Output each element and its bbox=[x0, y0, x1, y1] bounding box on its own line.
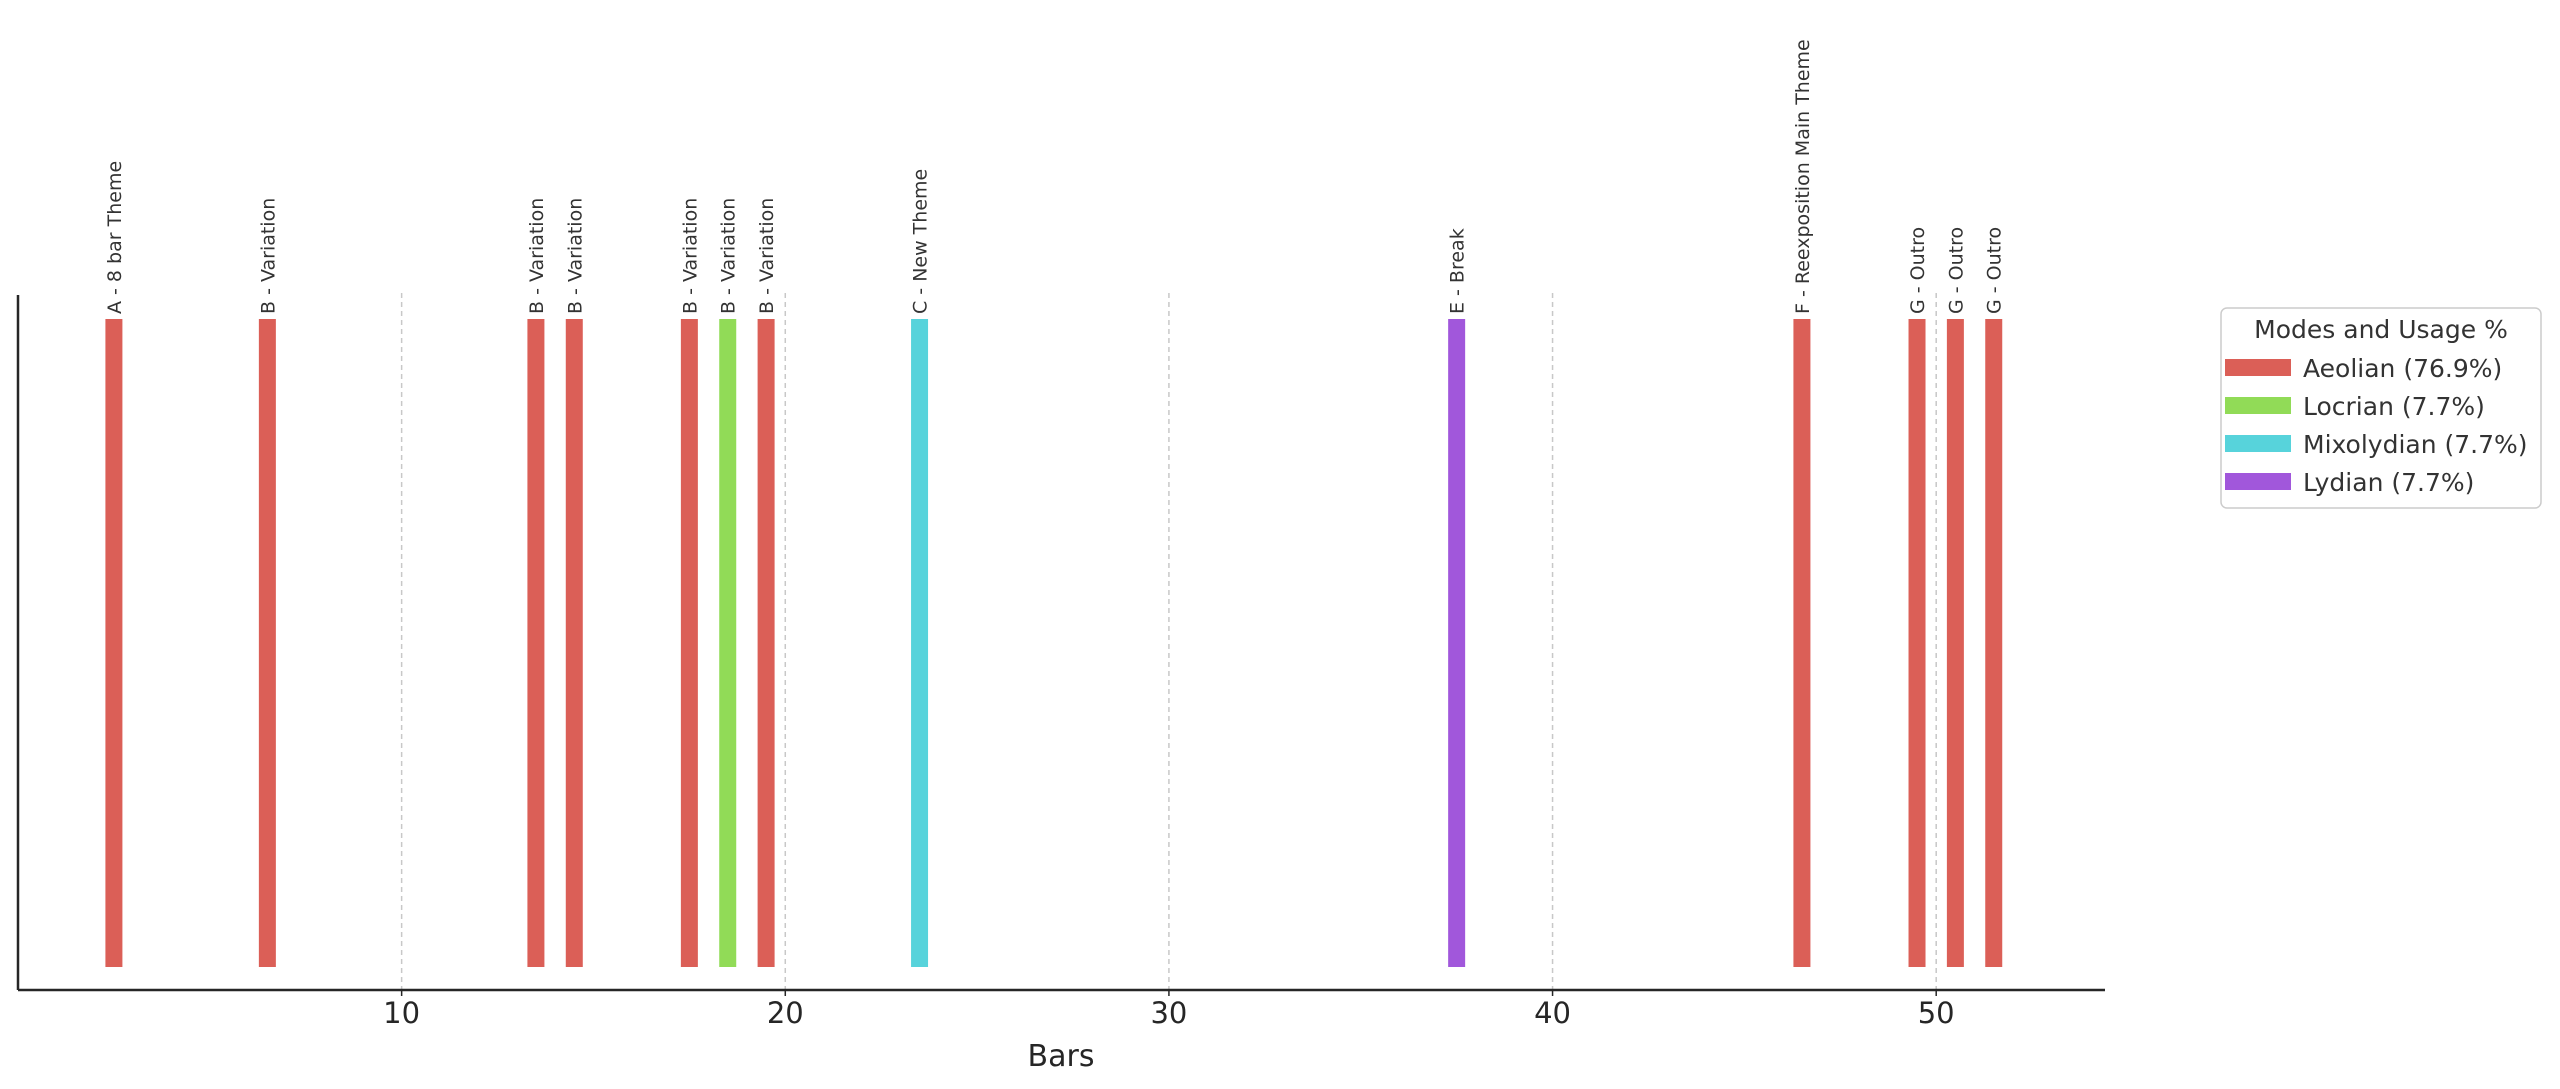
bar-label: E - Break bbox=[1447, 228, 1469, 314]
bar-aeolian bbox=[1793, 319, 1811, 967]
grid-lines bbox=[400, 293, 1937, 990]
bars bbox=[105, 319, 2003, 967]
bar-aeolian bbox=[1985, 319, 2003, 967]
legend-frame bbox=[2220, 307, 2542, 509]
bar-label: B - Variation bbox=[257, 198, 279, 314]
bar-label: B - Variation bbox=[564, 198, 586, 314]
bar-labels: A - 8 bar Theme B - Variation B - Variatio… bbox=[104, 39, 2006, 314]
bar-label: B - Variation bbox=[718, 198, 740, 314]
x-ticks: 10 20 30 40 50 bbox=[383, 990, 1955, 1030]
legend-entry-label: Lydian (7.7%) bbox=[2303, 468, 2474, 497]
bar-label: B - Variation bbox=[526, 198, 548, 314]
legend-swatch bbox=[2225, 397, 2291, 414]
bar-mixolydian bbox=[911, 319, 929, 967]
legend: Modes and Usage % Aeolian (76.9%) Locrian… bbox=[2220, 307, 2542, 509]
x-tick-label: 20 bbox=[767, 996, 804, 1030]
legend-entry-label: Locrian (7.7%) bbox=[2303, 392, 2485, 421]
legend-entries: Aeolian (76.9%) Locrian (7.7%) Mixolydian … bbox=[2225, 354, 2528, 497]
bar-aeolian bbox=[258, 319, 276, 967]
legend-swatch bbox=[2225, 473, 2291, 490]
legend-entry-label: Mixolydian (7.7%) bbox=[2303, 430, 2528, 459]
x-tick-label: 10 bbox=[383, 996, 420, 1030]
bar-locrian bbox=[719, 319, 737, 967]
bar-label: C - New Theme bbox=[910, 169, 932, 314]
bar-label: G - Outro bbox=[1984, 227, 2006, 314]
bar-label: G - Outro bbox=[1945, 227, 1967, 314]
x-tick-label: 40 bbox=[1534, 996, 1571, 1030]
bar-label: B - Variation bbox=[679, 198, 701, 314]
legend-swatch bbox=[2225, 359, 2291, 376]
bar-aeolian bbox=[565, 319, 583, 967]
bar-aeolian bbox=[1908, 319, 1926, 967]
bar-label: G - Outro bbox=[1907, 227, 1929, 314]
bar-aeolian bbox=[757, 319, 775, 967]
bar-aeolian bbox=[1946, 319, 1964, 967]
bar-aeolian bbox=[105, 319, 123, 967]
bar-lydian bbox=[1448, 319, 1466, 967]
bar-label: B - Variation bbox=[756, 198, 778, 314]
x-axis-label: Bars bbox=[1028, 1039, 1095, 1074]
x-tick-label: 50 bbox=[1918, 996, 1955, 1030]
bar-label: A - 8 bar Theme bbox=[104, 161, 126, 314]
bar-aeolian bbox=[527, 319, 545, 967]
legend-swatch bbox=[2225, 435, 2291, 452]
bar-label: F - Reexposition Main Theme bbox=[1792, 39, 1814, 314]
legend-title: Modes and Usage % bbox=[2254, 315, 2508, 344]
x-tick-label: 30 bbox=[1150, 996, 1187, 1030]
legend-entry-label: Aeolian (76.9%) bbox=[2303, 354, 2502, 383]
bar-aeolian bbox=[680, 319, 698, 967]
